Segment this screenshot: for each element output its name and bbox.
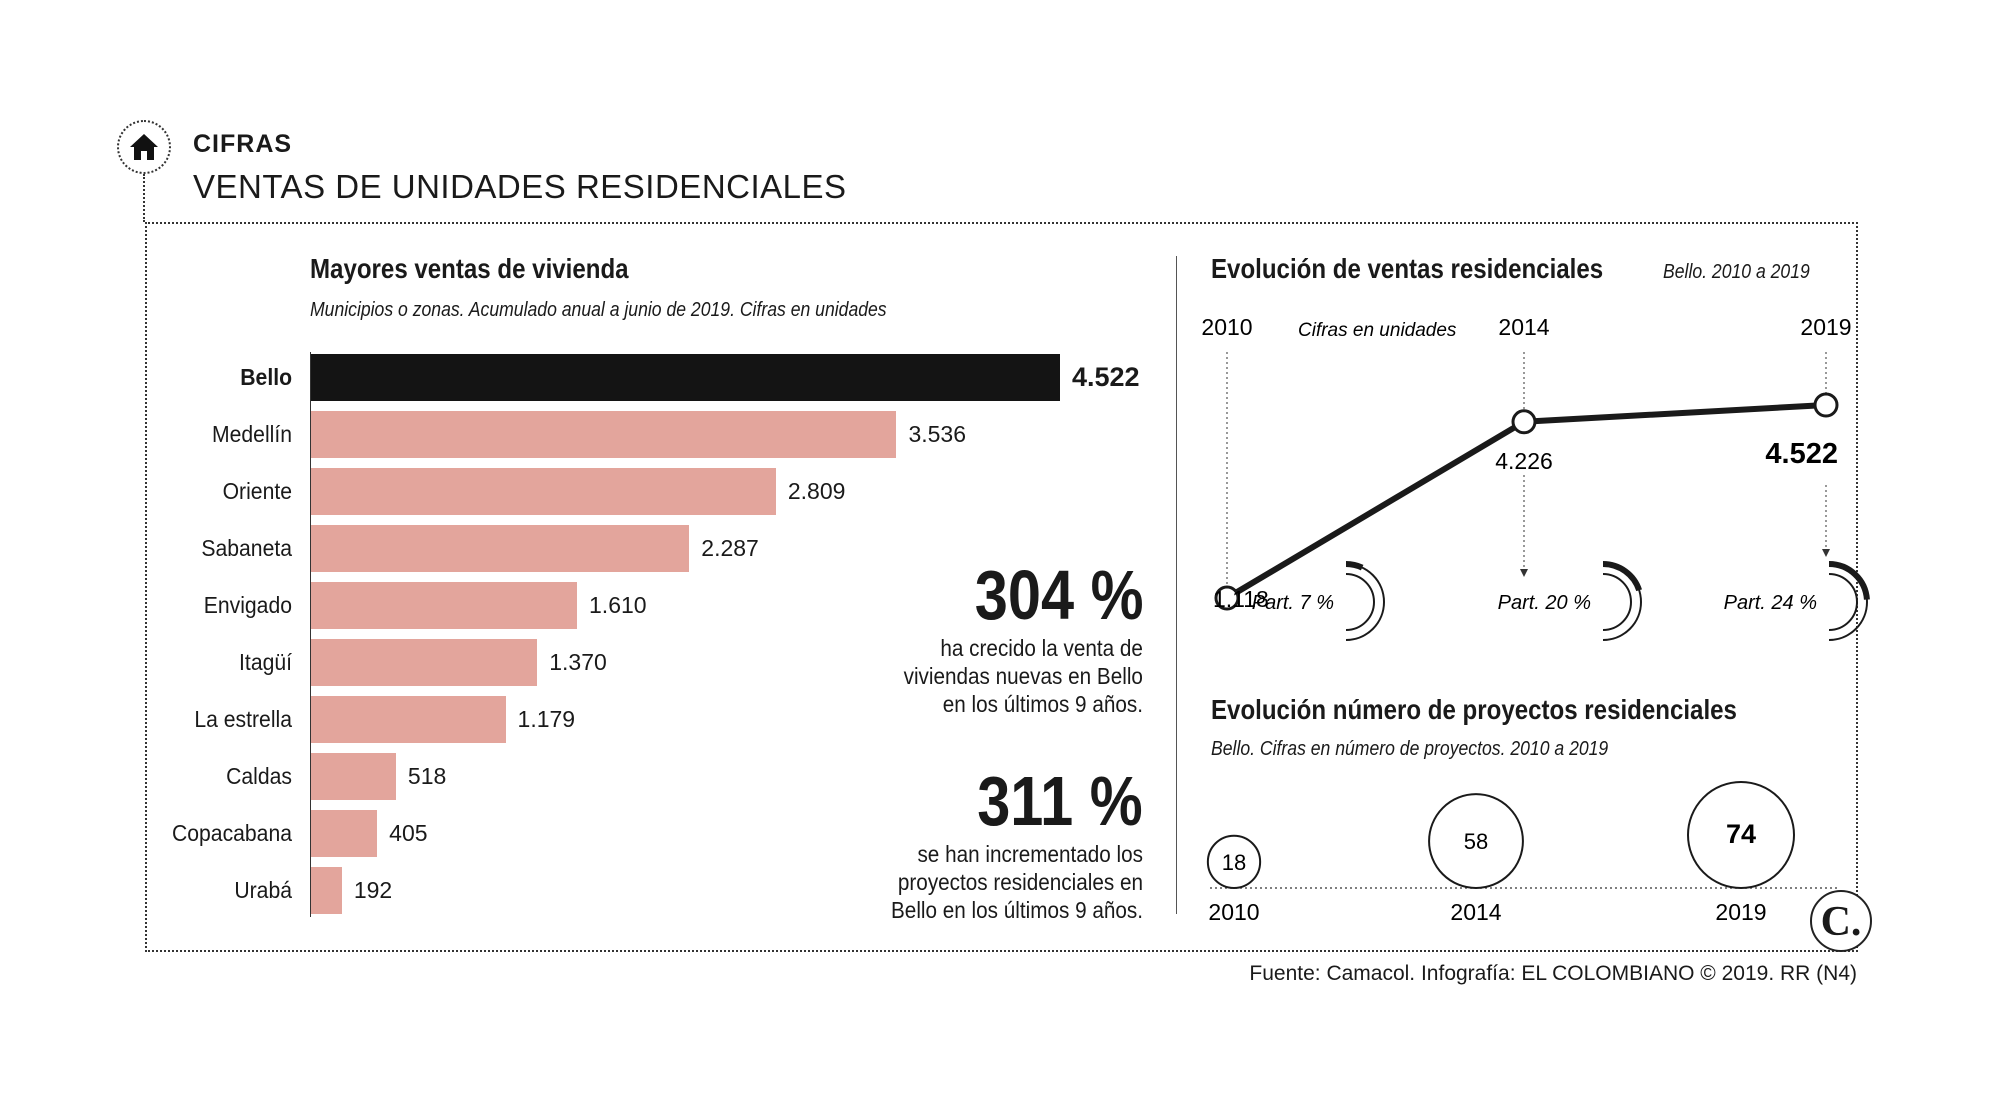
home-icon <box>130 134 158 160</box>
main-title: VENTAS DE UNIDADES RESIDENCIALES <box>193 168 847 205</box>
category-label: Copacabana <box>171 820 292 846</box>
infographic-frame <box>145 222 1858 952</box>
category-label: Oriente <box>222 478 292 504</box>
highlight-text-line: Bello en los últimos 9 años. <box>891 897 1143 923</box>
bar <box>310 867 342 914</box>
line-chart-subtitle: Bello. 2010 a 2019 <box>1663 261 1810 283</box>
bar <box>310 810 378 857</box>
bar <box>310 696 506 743</box>
x-tick-label: 2010 <box>1208 899 1259 925</box>
gauge-share-arc <box>1345 561 1364 571</box>
bar-value-label: 4.522 <box>1072 362 1140 392</box>
data-value-label: 4.226 <box>1495 448 1553 474</box>
bar <box>310 411 897 458</box>
line-chart-title: Evolución de ventas residenciales <box>1211 253 1604 284</box>
bar <box>310 582 578 629</box>
highlight-text-line: en los últimos 9 años. <box>942 691 1143 717</box>
category-label: Caldas <box>226 763 292 789</box>
column-divider <box>1176 256 1177 914</box>
bubble-value-label: 58 <box>1464 829 1488 854</box>
data-value-label: 4.522 <box>1765 438 1838 470</box>
bar <box>310 639 538 686</box>
bar-value-label: 1.610 <box>589 592 647 618</box>
participation-label: Part. 20 % <box>1498 592 1591 614</box>
bar <box>310 354 1060 401</box>
gauge-share-arc <box>1828 561 1870 600</box>
x-tick-label: 2019 <box>1800 314 1851 340</box>
gauge-inner-arc <box>1828 573 1858 631</box>
bar-value-label: 1.370 <box>549 649 607 675</box>
bar <box>310 525 690 572</box>
x-tick-label: 2014 <box>1450 899 1501 925</box>
highlight-value-projects: 311 % <box>977 762 1143 840</box>
bar <box>310 753 396 800</box>
bar-axis <box>310 352 311 917</box>
bar-value-label: 405 <box>389 820 428 846</box>
category-label: Medellín <box>212 421 292 447</box>
arrow-head <box>1520 569 1528 577</box>
project-bubble <box>1687 781 1795 889</box>
highlight-text-projects: se han incrementado los proyectos reside… <box>891 840 1143 924</box>
data-point <box>1511 409 1537 435</box>
bar <box>310 468 776 515</box>
category-label: Sabaneta <box>201 535 292 561</box>
bar-value-label: 2.287 <box>701 535 759 561</box>
home-badge <box>117 120 171 174</box>
gauge-inner-arc <box>1602 573 1632 631</box>
bar-value-label: 518 <box>407 763 447 789</box>
bar-value-label: 192 <box>353 877 393 903</box>
gauge-share-arc <box>1602 561 1642 592</box>
category-label: Urabá <box>234 877 292 903</box>
category-label: La estrella <box>194 706 292 732</box>
x-tick-label: 2019 <box>1715 899 1766 925</box>
data-value-label: 1.118 <box>1213 586 1269 612</box>
bubble-value-label: 18 <box>1222 850 1246 875</box>
category-label: Bello <box>240 364 292 390</box>
el-colombiano-logo: C. <box>1810 890 1872 952</box>
participation-label: Part. 24 % <box>1724 592 1817 614</box>
highlight-text-line: proyectos residenciales en <box>897 869 1143 895</box>
gauge-inner-arc <box>1345 573 1375 631</box>
participation-label: Part. 7 % <box>1252 592 1334 614</box>
bar-chart-subtitle: Municipios o zonas. Acumulado anual a ju… <box>310 299 887 321</box>
highlight-text-line: viviendas nuevas en Bello <box>903 663 1143 689</box>
source-credit: Fuente: Camacol. Infografía: EL COLOMBIA… <box>1249 962 1857 985</box>
x-tick-label: 2014 <box>1498 314 1549 340</box>
bubble-chart-title: Evolución número de proyectos residencia… <box>1211 694 1737 725</box>
x-tick-label: 2010 <box>1201 314 1252 340</box>
data-point <box>1214 585 1240 611</box>
arrow-head <box>1822 549 1830 557</box>
data-point <box>1813 392 1839 418</box>
bar-value-label: 3.536 <box>908 421 967 447</box>
unit-note: Cifras en unidades <box>1298 320 1457 341</box>
category-label: Envigado <box>203 592 292 618</box>
highlight-text-sales: ha crecido la venta de viviendas nuevas … <box>904 634 1143 718</box>
project-bubble <box>1428 793 1524 889</box>
bar-value-label: 1.179 <box>517 706 576 732</box>
highlight-text-line: se han incrementado los <box>917 841 1143 867</box>
bubble-chart-subtitle: Bello. Cifras en número de proyectos. 20… <box>1211 738 1609 760</box>
badge-connector <box>143 174 145 222</box>
project-bubble <box>1206 834 1262 889</box>
section-label: CIFRAS <box>193 130 293 158</box>
highlight-text-line: ha crecido la venta de <box>940 635 1143 661</box>
highlight-value-sales: 304 % <box>974 556 1143 634</box>
category-label: Itagüí <box>239 649 292 675</box>
bar-chart-title: Mayores ventas de vivienda <box>310 253 629 284</box>
bar-value-label: 2.809 <box>787 478 846 504</box>
bubble-value-label: 74 <box>1726 819 1756 849</box>
